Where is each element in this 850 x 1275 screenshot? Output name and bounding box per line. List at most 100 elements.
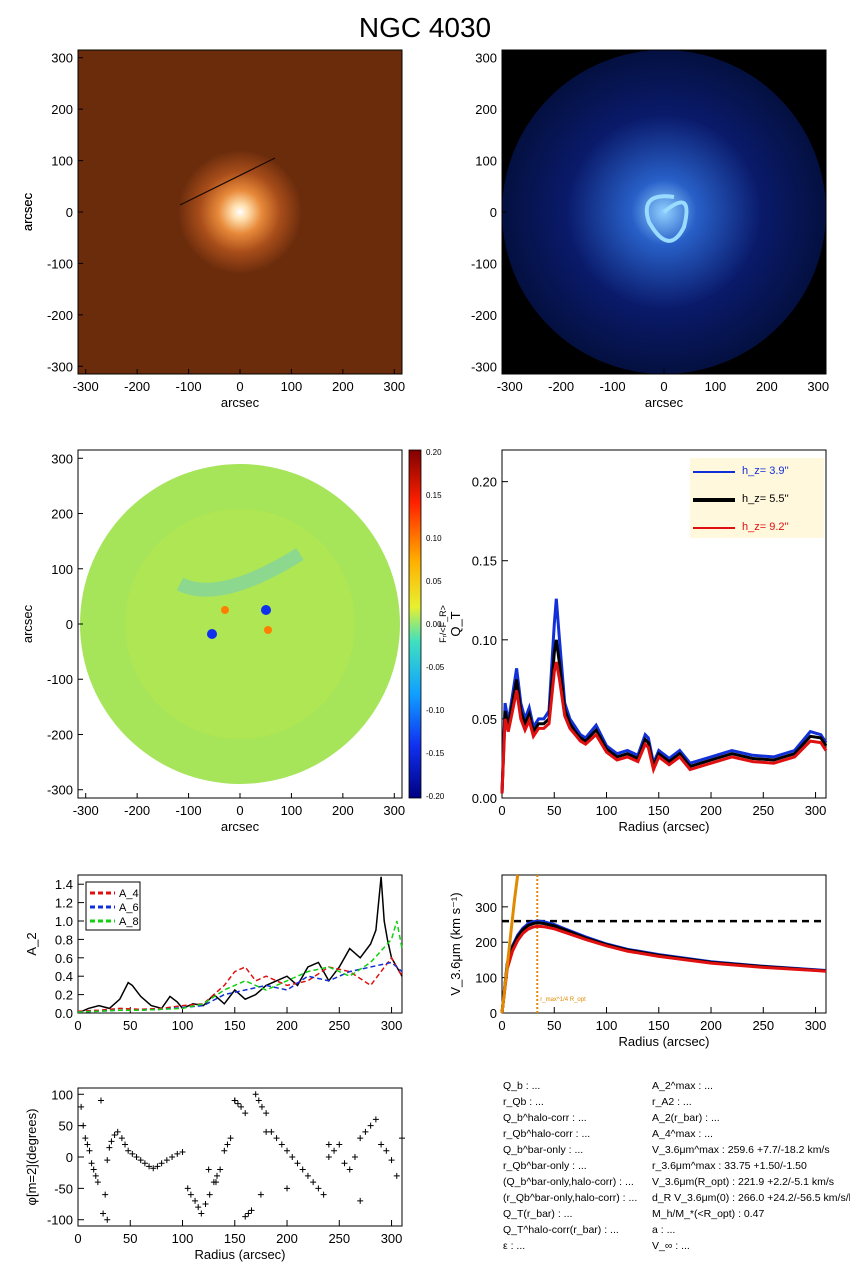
y-tick-label: 100 (51, 1087, 73, 1102)
y-tick-label: 0.20 (472, 475, 497, 490)
scatter-point (169, 1154, 176, 1160)
scatter-point (351, 1154, 358, 1160)
x-tick-label: 0 (236, 803, 243, 818)
scatter-point (372, 1116, 379, 1123)
scatter-point (88, 1160, 95, 1167)
scatter-point (341, 1160, 348, 1167)
series-line-0 (77, 876, 403, 1014)
scatter-point (399, 1135, 405, 1142)
galaxy-disk (178, 150, 302, 274)
x-tick-label: 100 (596, 803, 618, 818)
scatter-point (158, 1160, 165, 1167)
x-tick-label: 0 (498, 1018, 505, 1033)
scatter-point (80, 1122, 87, 1129)
y-axis-label: arcsec (20, 192, 35, 231)
scatter-point (289, 1154, 296, 1160)
scatter-point (212, 1179, 219, 1186)
x-tick-label: -200 (548, 379, 574, 394)
scatter-point (104, 1216, 111, 1223)
parameter-line: Q_b^bar-only : ... (503, 1144, 584, 1156)
rmax-label: r_max^1/4 R_opt (540, 997, 586, 1003)
legend-label: A_4 (119, 888, 139, 900)
x-tick-label: -200 (124, 803, 150, 818)
x-tick-label: 200 (756, 379, 778, 394)
scatter-point (362, 1128, 369, 1135)
scatter-point (294, 1160, 301, 1167)
parameter-line: d_R V_3.6μm(0) : 266.0 +24.2/-56.5 km/s/… (652, 1192, 850, 1204)
x-tick-label: 250 (328, 1231, 350, 1246)
x-tick-label: 200 (700, 803, 722, 818)
x-tick-label: 200 (332, 803, 354, 818)
y-tick-label: 200 (475, 935, 497, 950)
scatter-point (179, 1148, 186, 1155)
scatter-point (100, 1210, 107, 1217)
scatter-point (378, 1141, 385, 1148)
scatter-point (90, 1166, 97, 1173)
scatter-point (129, 1150, 136, 1157)
scatter-point (184, 1185, 191, 1192)
x-axis-label: Radius (arcsec) (618, 1034, 709, 1049)
colorbar-tick-label: 0.20 (426, 448, 442, 457)
x-tick-label: 300 (805, 803, 827, 818)
series-line-1 (500, 639, 828, 794)
y-tick-label: 1.4 (55, 877, 73, 892)
scatter-point (198, 1210, 205, 1217)
scatter-point (217, 1166, 224, 1173)
legend-label: h_z= 3.9'' (742, 465, 789, 477)
scatter-point (263, 1110, 270, 1117)
scatter-point (284, 1147, 291, 1154)
y-axis-label: V_3.6μm (km s⁻¹) (448, 892, 463, 995)
y-tick-label: 100 (475, 154, 497, 169)
y-tick-label: 300 (475, 900, 497, 915)
scatter-point (92, 1172, 99, 1179)
x-tick-label: 300 (383, 803, 405, 818)
x-tick-label: 100 (281, 803, 303, 818)
y-axis-label: φ[m=2](degrees) (24, 1109, 39, 1206)
scatter-point (310, 1179, 317, 1186)
scatter-point (106, 1144, 113, 1151)
scatter-point (133, 1154, 140, 1160)
scatter-point (357, 1135, 364, 1142)
series-line-0 (500, 598, 828, 794)
y-tick-label: 200 (51, 102, 73, 117)
y-axis-label: A_2 (24, 932, 39, 955)
scatter-point (146, 1163, 153, 1170)
scatter-point (252, 1091, 259, 1098)
parameter-line: M_h/M_*(<R_opt) : 0.47 (652, 1208, 765, 1220)
parameter-list-right: A_2^max : ... r_A2 : ... A_2(r_bar) : ... A… (652, 1078, 850, 1254)
parameter-line: A_2(r_bar) : ... (652, 1112, 720, 1124)
x-tick-label: 100 (705, 379, 727, 394)
scatter-point (163, 1157, 170, 1164)
y-tick-label: 0.4 (55, 969, 73, 984)
x-tick-label: 150 (224, 1231, 246, 1246)
force-map-negative-spot-2 (261, 605, 271, 615)
y-tick-label: 200 (475, 102, 497, 117)
scatter-point (205, 1166, 212, 1173)
chart-0: 0 50 100 150 200 250 300 0.00 0.05 0.10 0.15 0.20 Ra… (448, 449, 828, 834)
parameter-line: V_∞ : ... (652, 1240, 690, 1252)
scatter-point (258, 1103, 265, 1110)
colorbar-tick-label: -0.10 (426, 706, 445, 715)
parameter-line: Q_b : ... (503, 1080, 541, 1092)
x-tick-label: 200 (276, 1018, 298, 1033)
y-tick-label: 0 (490, 205, 497, 220)
parameter-line: a : ... (652, 1224, 676, 1236)
parameter-line: r_3.6μm^max : 33.75 +1.50/-1.50 (652, 1160, 807, 1172)
parameter-line: r_Qb^halo-corr : ... (503, 1128, 591, 1140)
scatter-point (111, 1132, 118, 1139)
legend-label: A_8 (119, 916, 139, 928)
scatter-point (242, 1110, 249, 1117)
x-tick-label: 0 (74, 1018, 81, 1033)
force-map-positive-spot-2 (264, 626, 272, 634)
legend-label: h_z= 5.5'' (742, 493, 789, 505)
legend-label: A_6 (119, 902, 139, 914)
parameter-line: r_A2 : ... (652, 1096, 692, 1108)
y-tick-label: 50 (59, 1119, 73, 1134)
y-tick-label: -300 (47, 359, 73, 374)
y-tick-label: -100 (471, 256, 497, 271)
residual-spiral-arm (644, 194, 689, 243)
scatter-point (278, 1141, 285, 1148)
scatter-point (257, 1191, 264, 1198)
x-tick-label: 0 (498, 803, 505, 818)
y-tick-label: 1.0 (55, 914, 73, 929)
